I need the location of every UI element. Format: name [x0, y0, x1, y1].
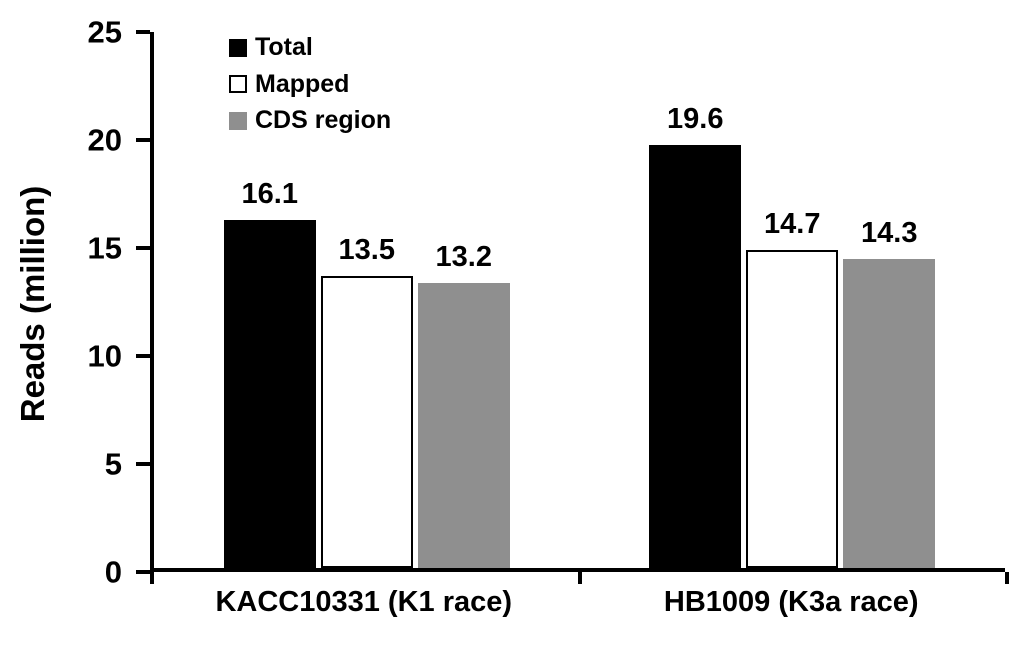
- x-category-label-1: KACC10331 (K1 race): [215, 586, 513, 618]
- legend-swatch-cds-region: [229, 111, 247, 130]
- y-tick-label-20: 20: [87, 122, 122, 158]
- bar-groups: 16.1 13.5 13.2 19.6 14.7 14.3: [154, 32, 1005, 568]
- y-axis-tick-labels: 0 5 10 15 20 25: [58, 17, 122, 588]
- bar-value-label: 14.7: [764, 208, 821, 241]
- x-tick-mark: [150, 572, 154, 584]
- legend-item-cds-region: CDS region: [229, 106, 392, 135]
- bar-total-1: 16.1: [223, 180, 316, 568]
- legend-swatch-total: [229, 38, 247, 57]
- y-tick-label-0: 0: [104, 554, 122, 590]
- bar-cds-region-2: 14.3: [843, 219, 936, 568]
- bar-value-label: 19.6: [667, 102, 724, 135]
- bar-value-label: 16.1: [241, 178, 298, 211]
- legend-item-mapped: Mapped: [229, 69, 391, 99]
- legend-item-total: Total: [229, 33, 391, 62]
- x-tick-mark: [1005, 572, 1009, 584]
- y-tick-mark: [136, 138, 150, 142]
- y-axis-title: Reads (million): [14, 185, 51, 423]
- bar-cds-region-1: 13.2: [417, 242, 510, 568]
- y-tick-mark: [136, 30, 150, 34]
- legend-label: Total: [255, 33, 313, 61]
- legend-label: CDS region: [255, 106, 392, 134]
- bar-mapped-1: 13.5: [320, 236, 413, 568]
- x-category-label-2: HB1009 (K3a race): [663, 586, 919, 618]
- y-tick-label-15: 15: [87, 230, 122, 266]
- bar-mapped-2: 14.7: [746, 210, 839, 568]
- bar-value-label: 14.3: [861, 217, 918, 250]
- bar-value-label: 13.5: [338, 234, 395, 267]
- legend-label: Mapped: [255, 69, 350, 98]
- x-axis-category-labels: KACC10331 (K1 race) HB1009 (K3a race): [150, 586, 1005, 619]
- y-tick-mark: [136, 354, 150, 358]
- bar-group-2: 19.6 14.7 14.3: [649, 104, 936, 568]
- y-tick-label-5: 5: [104, 446, 122, 482]
- bar-total-2: 19.6: [649, 104, 742, 568]
- y-tick-label-25: 25: [87, 14, 122, 50]
- plot-area: Total Mapped CDS region 16.1 13.5 13.2 19.6 14…: [136, 30, 1009, 584]
- y-tick-mark: [136, 246, 150, 250]
- legend: Total Mapped CDS region: [229, 33, 392, 135]
- y-tick-mark: [136, 462, 150, 466]
- y-tick-mark: [136, 570, 150, 574]
- legend-swatch-mapped: [229, 75, 247, 94]
- x-tick-mark: [577, 572, 582, 584]
- bar-group-1: 16.1 13.5 13.2: [223, 180, 510, 568]
- y-tick-label-10: 10: [87, 338, 122, 374]
- bar-value-label: 13.2: [435, 240, 492, 273]
